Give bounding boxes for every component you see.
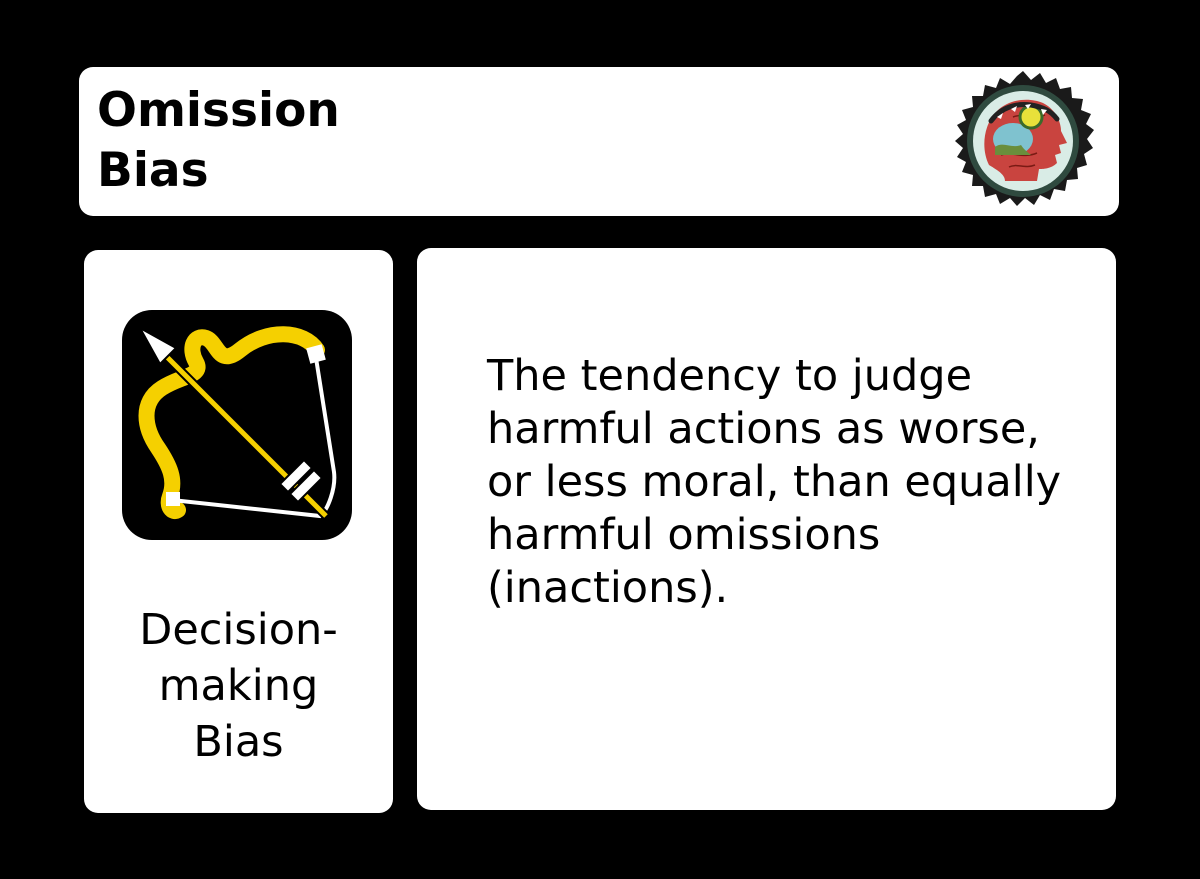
bias-description: The tendency to judge harmful actions as…: [487, 351, 1062, 613]
category-label: Decision- making Bias: [139, 605, 338, 767]
bias-title: Omission Bias: [97, 83, 340, 198]
bow-and-arrow-icon: [122, 310, 352, 540]
description-card: The tendency to judge harmful actions as…: [417, 248, 1116, 810]
arrow-fletching: [278, 458, 324, 504]
arrow-head: [137, 325, 178, 366]
profile-head-seal-icon: [951, 69, 1095, 213]
laurel-wreath: [988, 102, 1060, 124]
bow-limb: [138, 326, 325, 519]
category-card: Decision- making Bias: [84, 250, 393, 813]
title-card: Omission Bias: [79, 67, 1119, 216]
